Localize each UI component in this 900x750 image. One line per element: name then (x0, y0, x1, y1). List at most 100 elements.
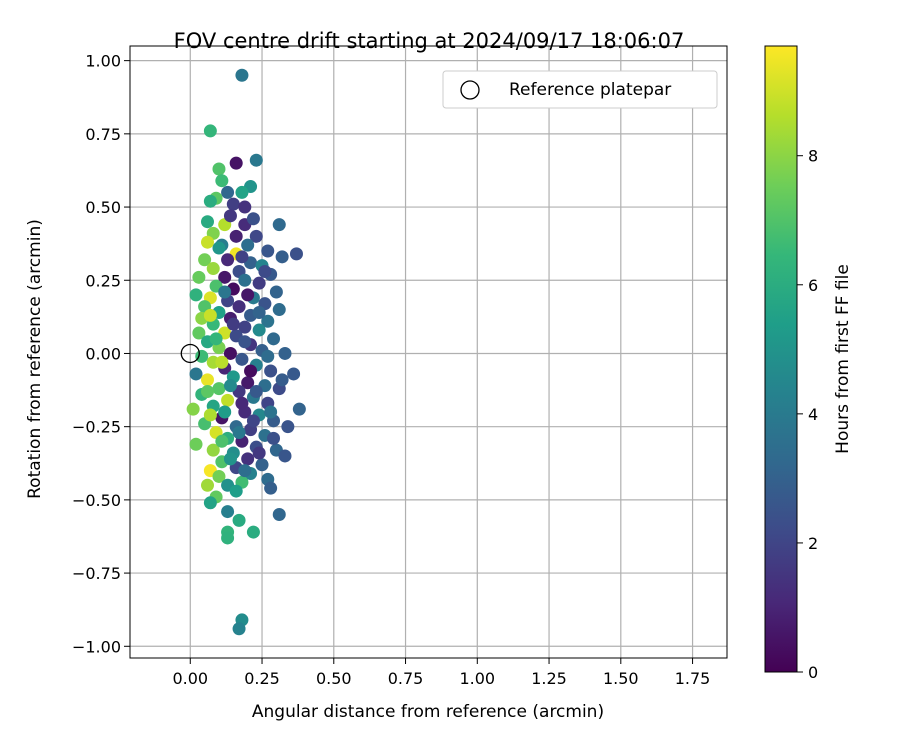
data-point (252, 305, 266, 319)
data-point (278, 449, 292, 463)
data-point (200, 215, 214, 229)
colorbar-tick-label: 6 (808, 276, 818, 295)
data-point (209, 332, 223, 346)
data-point (246, 525, 260, 539)
data-point (206, 443, 220, 457)
data-point (235, 68, 249, 82)
plot-area-frame (129, 45, 728, 659)
grid-lines (130, 46, 727, 658)
data-point (241, 376, 255, 390)
data-point (186, 402, 200, 416)
x-tick-label: 0.75 (388, 669, 424, 688)
y-tick-label: 0.25 (85, 271, 121, 290)
data-point (238, 273, 252, 287)
y-tick-label: 0.00 (85, 344, 121, 363)
y-tick-label: 1.00 (85, 52, 121, 71)
x-tick-label: 0.00 (172, 669, 208, 688)
y-tick-label: −0.25 (72, 418, 121, 437)
data-point (252, 276, 266, 290)
data-point (192, 270, 206, 284)
x-tick-label: 0.25 (244, 669, 280, 688)
legend-box (442, 70, 718, 109)
data-point (221, 393, 235, 407)
data-point (287, 367, 301, 381)
data-point (221, 253, 235, 267)
data-point (241, 238, 255, 252)
data-point (261, 314, 275, 328)
data-point (215, 434, 229, 448)
data-point (229, 229, 243, 243)
data-point (226, 197, 240, 211)
data-point (223, 452, 237, 466)
data-point (241, 452, 255, 466)
data-point (269, 285, 283, 299)
legend-hollow-circle-icon (460, 80, 480, 100)
data-point (215, 355, 229, 369)
data-point (235, 185, 249, 199)
y-axis-ticks: −1.00 −0.75 −0.50 −0.25 0.00 0.25 0.50 0.75 1.00 (72, 52, 130, 656)
data-point (215, 174, 229, 188)
colorbar-tick-label: 4 (808, 405, 818, 424)
data-point (238, 320, 252, 334)
data-point (223, 346, 237, 360)
data-point (261, 244, 275, 258)
data-points (186, 68, 306, 636)
data-point (218, 285, 232, 299)
data-point (203, 308, 217, 322)
data-point (289, 247, 303, 261)
data-point (249, 229, 263, 243)
data-point (226, 317, 240, 331)
data-point (261, 349, 275, 363)
colorbar-tick-label: 0 (808, 663, 818, 682)
data-point (192, 326, 206, 340)
data-point (267, 431, 281, 445)
y-tick-label: −1.00 (72, 637, 121, 656)
data-point (232, 622, 246, 636)
x-tick-label: 1.00 (459, 669, 495, 688)
data-point (200, 373, 214, 387)
data-point (264, 405, 278, 419)
data-point (249, 153, 263, 167)
data-point (195, 349, 209, 363)
data-point (206, 262, 220, 276)
data-point (232, 513, 246, 527)
data-point (203, 124, 217, 138)
data-point (212, 162, 226, 176)
data-point (200, 478, 214, 492)
colorbar-tick-label: 8 (808, 147, 818, 166)
y-axis-label: Rotation from reference (arcmin) (25, 219, 45, 499)
data-point (189, 437, 203, 451)
data-point (223, 209, 237, 223)
data-point (232, 300, 246, 314)
data-point (218, 270, 232, 284)
data-point (272, 508, 286, 522)
data-point (255, 458, 269, 472)
y-tick-label: −0.75 (72, 564, 121, 583)
x-axis-ticks: 0.00 0.25 0.50 0.75 1.00 1.25 1.50 1.75 (172, 658, 710, 688)
data-point (252, 323, 266, 337)
data-point (264, 481, 278, 495)
data-point (235, 352, 249, 366)
data-point (264, 364, 278, 378)
data-point (278, 346, 292, 360)
legend-entry-label: Reference platepar (509, 80, 671, 100)
y-tick-label: −0.50 (72, 491, 121, 510)
data-point (189, 367, 203, 381)
colorbar-tick-label: 2 (808, 534, 818, 553)
data-point (203, 408, 217, 422)
reference-platepar-marker (180, 343, 200, 364)
data-point (232, 426, 246, 440)
data-point (203, 496, 217, 510)
colorbar-ticks: 0 2 4 6 8 (797, 147, 818, 682)
data-point (281, 420, 295, 434)
y-tick-label: 0.75 (85, 125, 121, 144)
data-point (212, 241, 226, 255)
data-point (238, 335, 252, 349)
data-point (244, 364, 258, 378)
data-point (272, 218, 286, 232)
data-point (238, 464, 252, 478)
data-point (212, 469, 226, 483)
legend: Reference platepar (442, 70, 718, 109)
data-point (223, 379, 237, 393)
